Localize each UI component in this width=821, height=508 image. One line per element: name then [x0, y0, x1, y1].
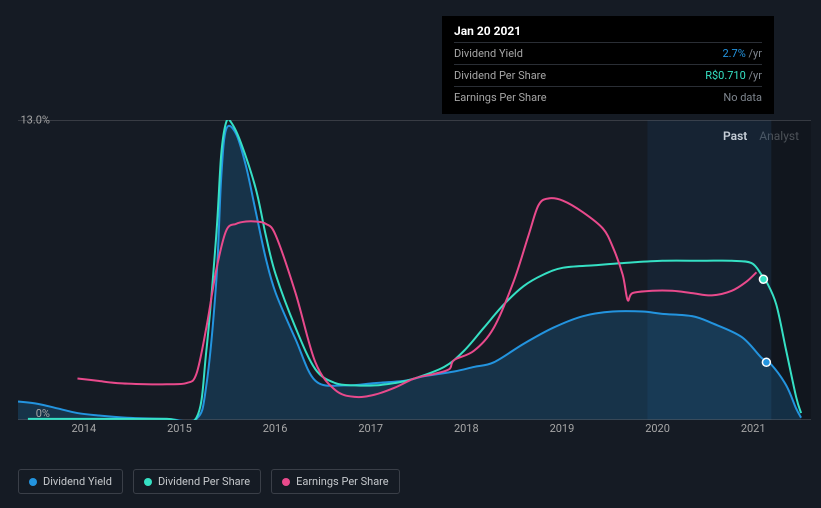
chart-svg: [18, 120, 811, 420]
legend-item[interactable]: Dividend Yield: [18, 469, 123, 494]
legend-label: Dividend Per Share: [158, 475, 250, 488]
x-tick-label: 2016: [263, 422, 288, 435]
legend-label: Earnings Per Share: [296, 475, 389, 488]
x-tick-label: 2017: [358, 422, 383, 435]
x-tick-label: 2018: [454, 422, 479, 435]
tooltip-row-value: R$0.710 /yr: [705, 69, 762, 82]
chart-tooltip: Jan 20 2021 Dividend Yield 2.7% /yr Divi…: [442, 16, 774, 114]
chart-legend: Dividend Yield Dividend Per Share Earnin…: [18, 469, 400, 494]
tooltip-row: Earnings Per Share No data: [454, 86, 762, 108]
chart-plot-area: 0%13.0%: [18, 120, 811, 420]
y-tick-label: 13.0%: [20, 114, 50, 127]
x-tick-label: 2015: [167, 422, 192, 435]
x-tick-label: 2019: [550, 422, 575, 435]
tooltip-row-label: Earnings Per Share: [454, 91, 547, 104]
legend-label: Dividend Yield: [43, 475, 112, 488]
legend-dot-icon: [29, 478, 37, 486]
x-tick-label: 2014: [71, 422, 96, 435]
x-tick-label: 2020: [645, 422, 670, 435]
tooltip-row-value: 2.7% /yr: [722, 47, 762, 60]
tooltip-row-value: No data: [723, 91, 762, 104]
tooltip-row: Dividend Yield 2.7% /yr: [454, 42, 762, 64]
tooltip-row: Dividend Per Share R$0.710 /yr: [454, 64, 762, 86]
legend-dot-icon: [144, 478, 152, 486]
y-tick-label: 0%: [36, 407, 50, 420]
legend-dot-icon: [282, 478, 290, 486]
tooltip-row-label: Dividend Per Share: [454, 69, 546, 82]
tooltip-row-label: Dividend Yield: [454, 47, 523, 60]
x-axis: 2014 2015 2016 2017 2018 2019 2020 2021: [36, 420, 801, 440]
x-tick-label: 2021: [741, 422, 766, 435]
chart-container: Jan 20 2021 Dividend Yield 2.7% /yr Divi…: [18, 0, 811, 440]
tooltip-title: Jan 20 2021: [454, 24, 762, 42]
legend-item[interactable]: Earnings Per Share: [271, 469, 400, 494]
legend-item[interactable]: Dividend Per Share: [133, 469, 261, 494]
